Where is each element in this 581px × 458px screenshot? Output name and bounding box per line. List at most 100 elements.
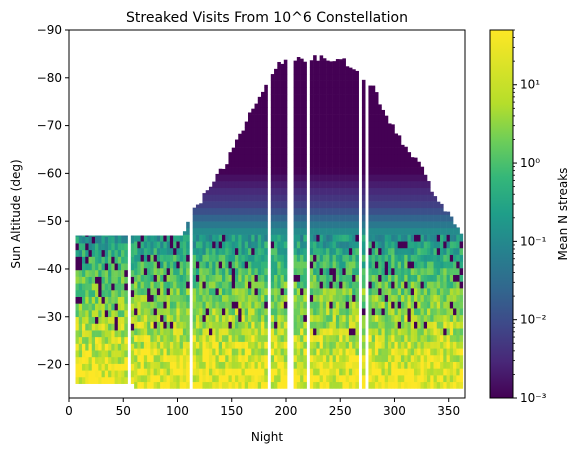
heatmap-cell [170, 281, 174, 288]
heatmap-cell [297, 295, 301, 302]
heatmap-cell [320, 134, 324, 141]
heatmap-cell [124, 297, 128, 304]
heatmap-cell [372, 342, 376, 349]
heatmap-cell [372, 181, 376, 188]
heatmap-cell [326, 221, 330, 228]
heatmap-cell [176, 315, 180, 322]
heatmap-cell [228, 275, 232, 282]
heatmap-cell [251, 161, 255, 168]
heatmap-cell [89, 337, 93, 344]
heatmap-cell [281, 281, 285, 288]
heatmap-cell [248, 368, 252, 375]
heatmap-cell [294, 288, 298, 295]
heatmap-cell [408, 342, 412, 349]
heatmap-cell [310, 348, 314, 355]
heatmap-cell [336, 87, 340, 94]
heatmap-cell [157, 268, 161, 275]
heatmap-cell [92, 263, 96, 270]
heatmap-cell [147, 362, 151, 369]
heatmap-cell [437, 368, 441, 375]
heatmap-cell [391, 275, 395, 282]
heatmap-cell [394, 161, 398, 168]
heatmap-cell [421, 335, 425, 342]
heatmap-cell [381, 301, 385, 308]
heatmap-cell [349, 322, 353, 329]
heatmap-cell [271, 81, 275, 88]
heatmap-cell [430, 322, 434, 329]
heatmap-cell [255, 107, 259, 114]
heatmap-cell [124, 330, 128, 337]
heatmap-cell [342, 268, 346, 275]
heatmap-cell [232, 235, 236, 242]
heatmap-cell [346, 355, 350, 362]
heatmap-cell [147, 342, 151, 349]
heatmap-cell [378, 154, 382, 161]
y-tick-label: −50 [37, 214, 62, 228]
heatmap-cell [206, 208, 210, 215]
heatmap-cell [394, 261, 398, 268]
heatmap-cell [245, 168, 249, 175]
heatmap-cell [235, 301, 239, 308]
heatmap-cell [294, 295, 298, 302]
heatmap-cell [215, 188, 219, 195]
heatmap-cell [336, 107, 340, 114]
heatmap-cell [225, 235, 229, 242]
heatmap-cell [313, 315, 317, 322]
heatmap-cell [248, 148, 252, 155]
heatmap-cell [261, 355, 265, 362]
heatmap-cell [398, 288, 402, 295]
heatmap-cell [378, 275, 382, 282]
heatmap-cell [375, 301, 379, 308]
heatmap-cell [118, 370, 122, 377]
heatmap-cell [323, 295, 327, 302]
heatmap-cell [248, 275, 252, 282]
heatmap-cell [372, 308, 376, 315]
heatmap-cell [284, 141, 288, 148]
heatmap-cell [430, 255, 434, 262]
heatmap-cell [346, 94, 350, 101]
heatmap-cell [320, 342, 324, 349]
heatmap-cell [339, 107, 343, 114]
heatmap-cell [294, 141, 298, 148]
heatmap-cell [154, 281, 158, 288]
heatmap-cell [111, 257, 115, 264]
heatmap-cell [388, 355, 392, 362]
heatmap-cell [277, 295, 281, 302]
heatmap-cell [362, 235, 366, 242]
heatmap-cell [355, 235, 359, 242]
heatmap-cell [92, 377, 96, 384]
heatmap-cell [404, 295, 408, 302]
heatmap-cell [209, 255, 213, 262]
heatmap-cell [251, 382, 255, 389]
heatmap-cell [271, 348, 275, 355]
heatmap-cell [456, 328, 460, 335]
heatmap-cell [235, 322, 239, 329]
heatmap-cell [248, 154, 252, 161]
heatmap-cell [111, 236, 115, 237]
heatmap-cell [355, 154, 359, 161]
heatmap-cell [180, 241, 184, 248]
heatmap-cell [394, 134, 398, 141]
heatmap-cell [183, 348, 187, 355]
heatmap-cell [248, 188, 252, 195]
heatmap-cell [160, 255, 164, 262]
heatmap-cell [326, 281, 330, 288]
heatmap-cell [388, 188, 392, 195]
heatmap-cell [294, 322, 298, 329]
heatmap-cell [460, 368, 464, 375]
heatmap-cell [255, 121, 259, 128]
heatmap-cell [264, 368, 268, 375]
heatmap-cell [398, 328, 402, 335]
heatmap-cell [255, 214, 259, 221]
heatmap-cell [89, 297, 93, 304]
heatmap-cell [264, 114, 268, 121]
heatmap-cell [450, 261, 454, 268]
heatmap-cell [430, 342, 434, 349]
heatmap-cell [316, 228, 320, 235]
heatmap-cell [134, 355, 138, 362]
heatmap-cell [391, 261, 395, 268]
heatmap-cell [212, 255, 216, 262]
heatmap-cell [447, 248, 451, 255]
heatmap-cell [222, 221, 226, 228]
heatmap-cell [411, 375, 415, 382]
